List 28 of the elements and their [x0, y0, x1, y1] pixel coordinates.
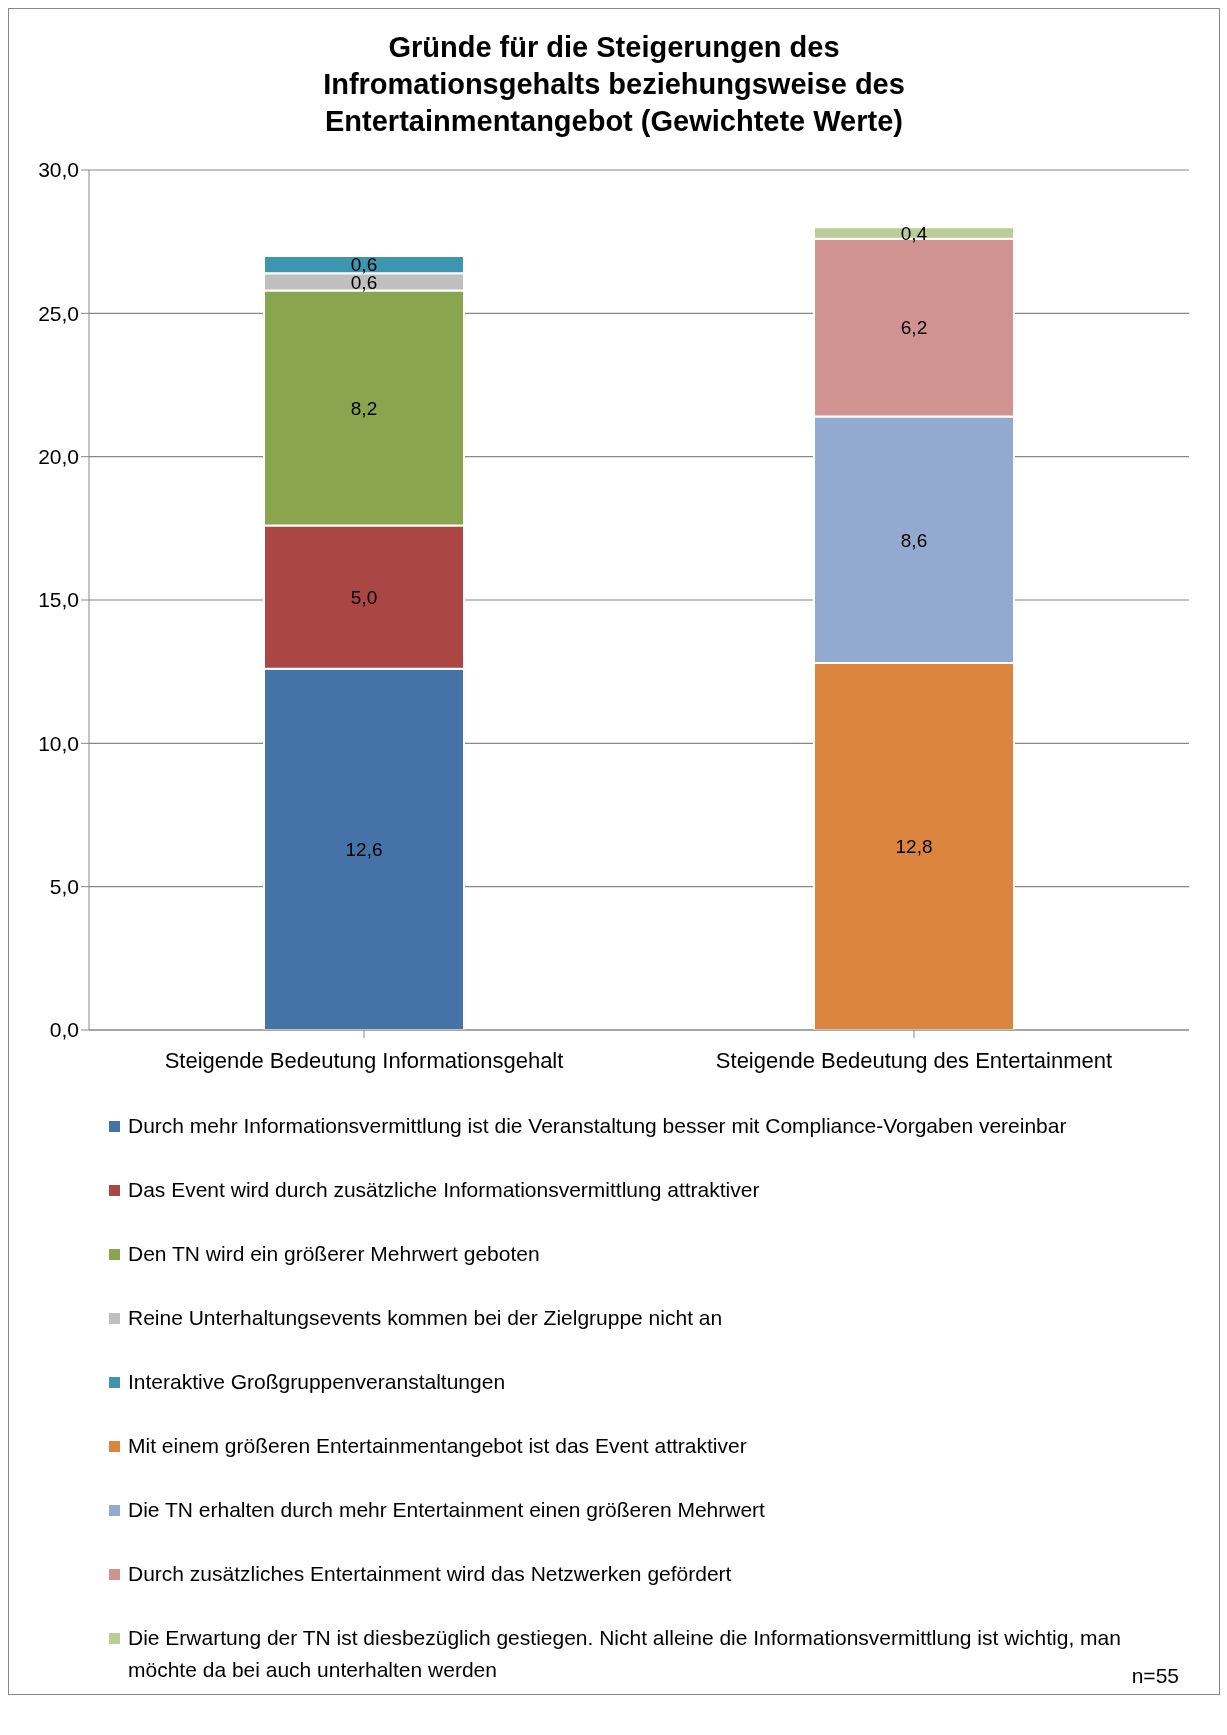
legend-label: Die Erwartung der TN ist diesbezüglich gestiegen. Nicht alleine die Informationsvermittlung ist wichtig, man möchte da bei auch unterhalten werden	[128, 1626, 1121, 1681]
data-label: 12,6	[345, 839, 383, 861]
legend-label: Das Event wird durch zusätzliche Informationsvermittlung attraktiver	[128, 1177, 760, 1203]
legend-label: Reine Unterhaltungsevents kommen bei der Zielgruppe nicht an	[128, 1305, 723, 1331]
legend-label: Mit einem größeren Entertainmentangebot ist das Event attraktiver	[128, 1433, 747, 1459]
data-label: 8,2	[350, 397, 378, 419]
y-tick-label: 30,0	[38, 158, 79, 182]
data-label: 6,2	[900, 317, 928, 339]
legend-label: Interaktive Großgruppenveranstaltungen	[128, 1369, 506, 1395]
data-label: 0,6	[350, 254, 378, 276]
data-label: 12,8	[895, 836, 933, 858]
legend-label: Durch zusätzliches Entertainment wird das Netzwerken gefördert	[128, 1561, 732, 1587]
chart-title: Gründe für die Steigerungen des Infromationsgehalts beziehungsweise des Entertainmentangebot (Gewichtete Werte)	[322, 30, 906, 139]
y-tick-label: 10,0	[38, 731, 79, 755]
y-tick-label: 5,0	[49, 875, 79, 899]
y-tick-label: 15,0	[38, 588, 79, 612]
legend-label: Durch mehr Informationsvermittlung ist die Veranstaltung besser mit Compliance-Vorgaben vereinbar	[128, 1113, 1067, 1139]
y-tick-label: 25,0	[38, 301, 79, 325]
data-label: 0,4	[900, 222, 928, 244]
data-label: 8,6	[900, 529, 928, 551]
text: n=55	[1131, 1664, 1179, 1688]
x-tick-label: Steigende Bedeutung Informationsgehalt	[164, 1047, 564, 1073]
legend-label: Die TN erhalten durch mehr Entertainment einen größeren Mehrwert	[128, 1497, 765, 1523]
x-tick-label: Steigende Bedeutung des Entertainment	[715, 1047, 1113, 1073]
legend-label: Den TN wird ein größerer Mehrwert geboten	[128, 1241, 540, 1267]
data-label: 5,0	[350, 586, 378, 608]
y-tick-label: 0,0	[49, 1018, 79, 1042]
y-tick-label: 20,0	[38, 445, 79, 469]
